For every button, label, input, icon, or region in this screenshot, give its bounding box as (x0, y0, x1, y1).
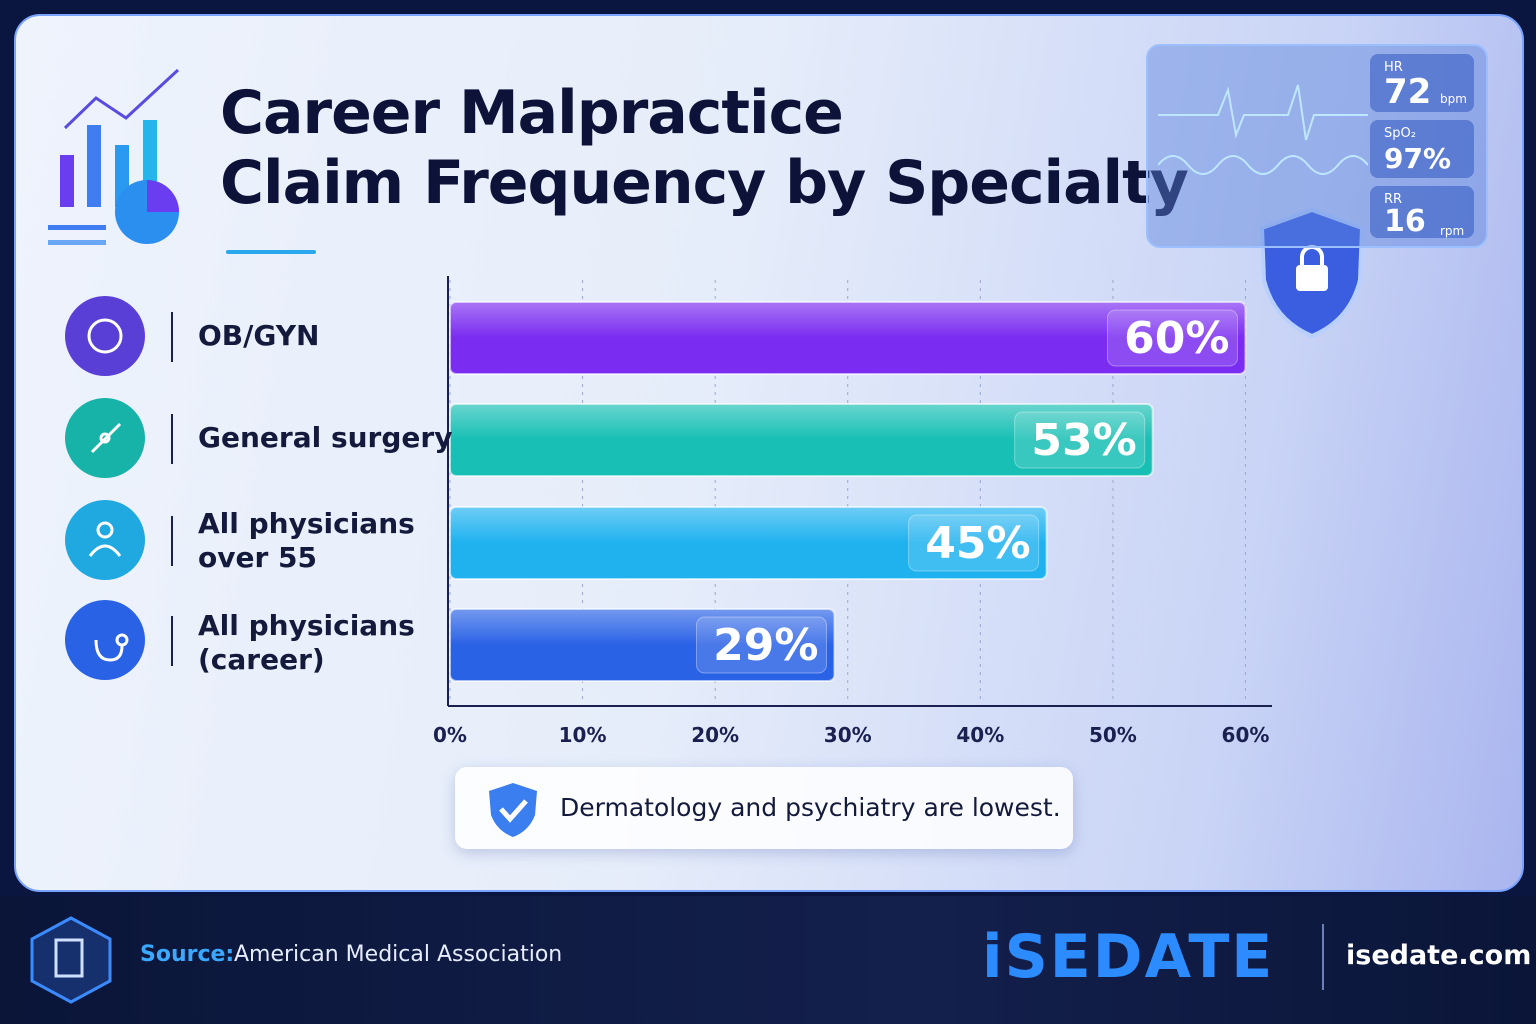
bar-shine (450, 404, 1153, 476)
bar-shine (450, 609, 835, 681)
bar-shine (450, 302, 1246, 374)
value-label: 53% (1031, 415, 1136, 466)
shield-icon (1259, 207, 1365, 339)
x-tick-label: 0% (433, 723, 467, 747)
chart-title: Career Malpractice Claim Frequency by Sp… (220, 78, 1189, 218)
check-icon (489, 783, 537, 837)
source: American Medical Association (234, 942, 563, 967)
x-tick-label: 60% (1222, 723, 1270, 747)
bar-shine (450, 507, 1047, 579)
value-label-box (1014, 411, 1146, 469)
category-icons (65, 296, 173, 680)
footer: Source: American Medical Association iSE… (0, 896, 1536, 1024)
monitor-waves (1158, 84, 1368, 175)
category-label: General surgery (198, 421, 453, 454)
spo2-box: SpO₂ 97% (1370, 120, 1474, 178)
value-label-box (908, 514, 1040, 572)
x-tick-label: 30% (824, 723, 872, 747)
site: isedate.com (1346, 940, 1532, 971)
x-tick-label: 50% (1089, 723, 1137, 747)
value-label-box (695, 616, 827, 674)
rr-label: RR (1384, 192, 1403, 207)
brand: iSEDATE (982, 922, 1275, 992)
divider (1322, 924, 1324, 990)
x-tick-label: 10% (559, 723, 607, 747)
rr-value: 16 (1384, 204, 1426, 239)
hr-value: 72 (1384, 72, 1432, 112)
category-label: OB/GYN (198, 319, 320, 352)
spo2-value: 97% (1384, 142, 1452, 175)
source-icon (30, 916, 112, 1004)
value-label: 29% (713, 620, 818, 671)
hr-label: HR (1384, 60, 1403, 75)
annotation-box: Dermatology and psychiatry are lowest. (455, 767, 1073, 849)
annotation: Dermatology and psychiatry are lowest. (560, 793, 1061, 822)
x-tick-label: 20% (691, 723, 739, 747)
spo2-label: SpO₂ (1384, 126, 1416, 141)
source-label: Source: (140, 942, 235, 967)
category-label: All physicians over 55 (198, 507, 415, 574)
chart-icon (48, 68, 316, 254)
hr-box: HR 72 bpm (1370, 54, 1474, 112)
hr-unit: bpm (1440, 92, 1467, 106)
monitor: HR 72 bpm SpO₂ 97% RR 16 rpm (1146, 44, 1488, 248)
value-label: 45% (925, 518, 1030, 569)
category-label: All physicians (career) (198, 609, 415, 676)
x-tick-label: 40% (956, 723, 1004, 747)
rr-unit: rpm (1440, 224, 1465, 238)
value-label: 60% (1124, 313, 1229, 364)
value-label-box (1106, 309, 1238, 367)
rr-box: RR 16 rpm (1370, 186, 1474, 239)
